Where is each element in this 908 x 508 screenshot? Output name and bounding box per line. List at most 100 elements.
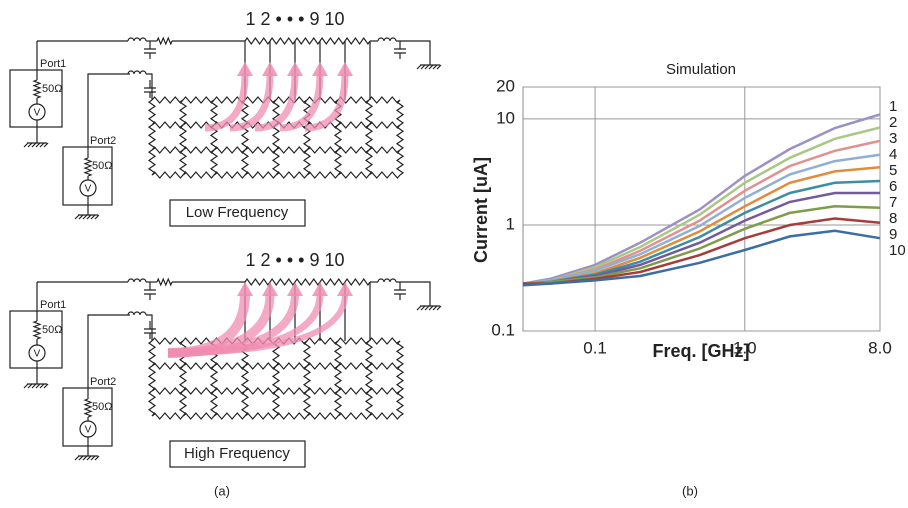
wire (83, 398, 93, 418)
caption: Low Frequency (186, 204, 289, 221)
wire (146, 314, 153, 341)
wire (151, 121, 184, 129)
wire (416, 305, 422, 311)
source-label: V (85, 425, 92, 436)
caption-box (169, 199, 306, 227)
wire (424, 64, 430, 70)
wire (337, 171, 370, 179)
wire (94, 455, 100, 461)
wire (319, 36, 346, 46)
current-arrow (279, 73, 324, 132)
wire (209, 390, 219, 417)
series-label: 9 (889, 226, 897, 243)
wire (182, 362, 215, 370)
wire (432, 305, 438, 311)
wire (90, 214, 96, 220)
resistor-label: 50Ω (92, 401, 112, 413)
arrow-head (262, 62, 278, 76)
wire (395, 340, 405, 367)
wire (368, 96, 401, 104)
figure-label: (b) (682, 483, 698, 498)
wire (35, 142, 41, 148)
wire (151, 96, 184, 104)
wire (213, 362, 246, 370)
wire (428, 305, 434, 311)
source-label: V (34, 349, 41, 360)
wire (144, 80, 156, 98)
wire (333, 149, 343, 176)
current-arrow (304, 73, 349, 132)
wire (395, 99, 405, 126)
wire (27, 383, 33, 389)
wire (27, 142, 33, 148)
wire (396, 281, 431, 306)
wire (151, 146, 184, 154)
resistor-label: 50Ω (92, 160, 112, 172)
wire (244, 36, 271, 46)
wire (127, 37, 147, 42)
wire (240, 390, 250, 417)
x-tick-label: 1.0 (733, 338, 757, 357)
arrow-head (337, 62, 353, 76)
port-box (9, 69, 63, 128)
node-labels: 1 2 • • • 9 10 (246, 250, 345, 270)
wire (364, 340, 374, 367)
wire (151, 387, 184, 395)
wire (368, 171, 401, 179)
arrow-head (262, 282, 278, 296)
wire (337, 121, 370, 129)
wire (275, 171, 308, 179)
wire (156, 277, 173, 287)
current-arrow (204, 73, 249, 132)
wire (333, 124, 343, 151)
series-label: 4 (889, 146, 897, 163)
x-tick-label: 8.0 (868, 338, 892, 357)
wire (436, 64, 442, 70)
wire (182, 387, 215, 395)
wire (209, 99, 219, 126)
wire (86, 455, 92, 461)
wire (333, 390, 343, 417)
wire (269, 36, 296, 46)
wire (337, 337, 370, 345)
current-arrow (229, 73, 274, 132)
wire (424, 305, 430, 311)
current-arrow (254, 73, 299, 132)
series-label: 1 (889, 98, 897, 115)
wire (333, 365, 343, 392)
wire (78, 214, 84, 220)
wire (147, 99, 157, 126)
wire (364, 365, 374, 392)
wire (182, 146, 215, 154)
wire (306, 146, 339, 154)
wire (178, 99, 188, 126)
series-label: 10 (889, 242, 906, 259)
wire (302, 390, 312, 417)
arrow-head (287, 62, 303, 76)
wire (213, 146, 246, 154)
wire (344, 277, 371, 287)
wire (377, 278, 397, 283)
wire (394, 282, 406, 300)
wire (244, 96, 277, 104)
wire (43, 142, 49, 148)
series-line (522, 153, 881, 285)
wire (32, 320, 42, 340)
wire (306, 412, 339, 420)
wire (396, 40, 431, 65)
chart-title: Simulation (666, 61, 736, 78)
wire (368, 387, 401, 395)
wire (395, 124, 405, 151)
arrow-head (237, 282, 253, 296)
series-label: 5 (889, 162, 897, 179)
wire (147, 149, 157, 176)
port-name: Port1 (40, 58, 66, 70)
wire (74, 214, 80, 220)
wire (147, 390, 157, 417)
node-labels: 1 2 • • • 9 10 (246, 9, 345, 29)
wire (127, 278, 147, 283)
source (28, 344, 46, 362)
series-line (522, 113, 881, 285)
